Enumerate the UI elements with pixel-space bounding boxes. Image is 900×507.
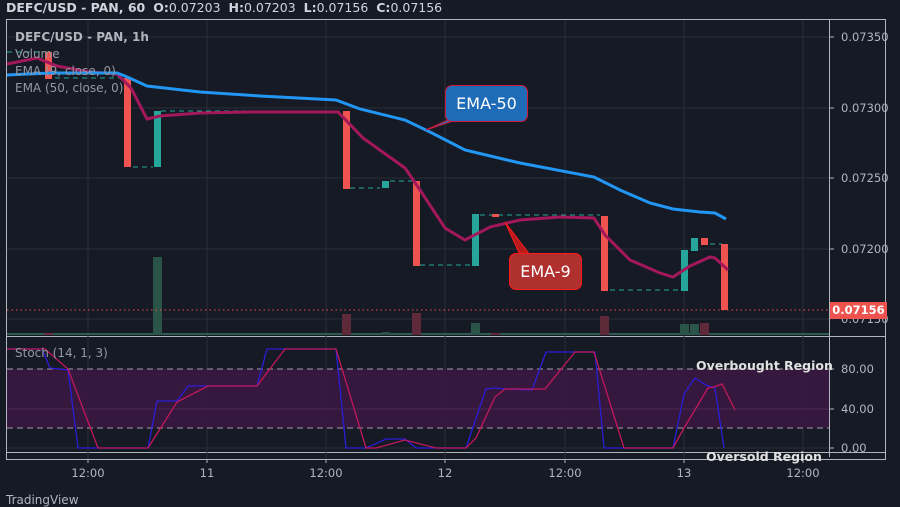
high-label: H: — [228, 0, 244, 15]
time-tick: 12:00 — [71, 466, 105, 480]
stoch-tick: 0.00 — [841, 441, 867, 455]
time-tick: 12:00 — [548, 466, 582, 480]
close-connectors — [7, 51, 722, 291]
symbol-label: DEFC/USD - PAN, 60 — [6, 0, 146, 15]
high-value: 0.07203 — [243, 0, 296, 15]
time-tick: 12:00 — [786, 466, 820, 480]
ema9-callout: EMA-9 — [509, 253, 582, 290]
stoch-d-line — [7, 348, 736, 449]
oversold-label: Oversold Region — [706, 449, 822, 464]
ema9-line — [6, 56, 730, 279]
open-label: O: — [153, 0, 169, 15]
price-ticks — [87, 36, 834, 463]
close-value: 0.07156 — [390, 0, 443, 15]
low-label: L: — [303, 0, 317, 15]
ema50-line — [6, 71, 727, 221]
legend-item-ema50[interactable]: EMA (50, close, 0) — [15, 81, 124, 95]
chart-legend: DEFC/USD - PAN, 1h Volume EMA (9, close,… — [15, 29, 149, 97]
legend-item-ema9[interactable]: EMA (9, close, 0) — [15, 64, 116, 78]
time-tick: 11 — [199, 466, 215, 480]
time-tick: 12:00 — [309, 466, 343, 480]
legend-title: DEFC/USD - PAN, 1h — [15, 30, 149, 44]
price-tick: 0.07350 — [841, 30, 889, 44]
ema9-callout-pointer — [504, 221, 532, 256]
price-tick: 0.07300 — [841, 101, 889, 115]
last-price-tag: 0.07156 — [830, 302, 887, 319]
close-label: C: — [376, 0, 391, 15]
tradingview-watermark: TradingView — [6, 493, 79, 507]
stoch-band — [7, 369, 829, 428]
outer-frame — [6, 19, 886, 460]
ema50-callout: EMA-50 — [445, 85, 528, 122]
low-value: 0.07156 — [316, 0, 369, 15]
stoch-tick: 40.00 — [841, 402, 874, 416]
stoch-legend[interactable]: Stoch (14, 1, 3) — [15, 346, 108, 360]
price-tick: 0.07250 — [841, 171, 889, 185]
volume-bars — [7, 257, 829, 335]
ohlc-header: DEFC/USD - PAN, 60 O:0.07203 H:0.07203 L… — [6, 0, 442, 18]
open-value: 0.07203 — [168, 0, 221, 15]
time-tick: 12 — [437, 466, 453, 480]
stoch-tick: 80.00 — [841, 362, 874, 376]
price-tick: 0.07200 — [841, 242, 889, 256]
time-tick: 13 — [676, 466, 692, 480]
overbought-label: Overbought Region — [696, 358, 833, 373]
legend-item-volume[interactable]: Volume — [15, 47, 60, 61]
